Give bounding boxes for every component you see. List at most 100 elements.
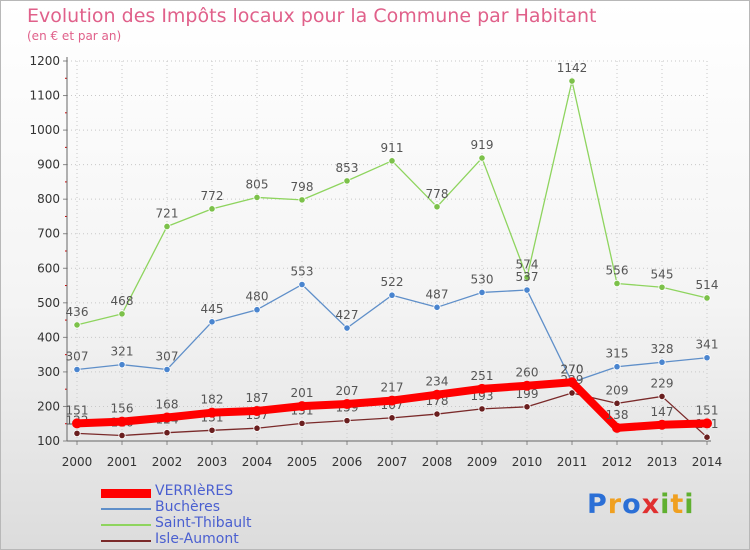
data-point-isle-aumont — [613, 399, 621, 407]
data-label-saint-thibault: 468 — [111, 294, 134, 308]
x-tick-label: 2013 — [647, 455, 678, 469]
data-point-saint-thibault — [658, 283, 666, 291]
x-tick-label: 2009 — [467, 455, 498, 469]
y-tick-label: 700 — [37, 227, 60, 241]
data-label-buch-res: 341 — [696, 338, 719, 352]
data-label-saint-thibault: 805 — [246, 177, 269, 191]
data-label-verri-res: 156 — [111, 402, 134, 416]
y-tick-label: 200 — [37, 399, 60, 413]
data-point-isle-aumont — [523, 403, 531, 411]
data-label-verri-res: 147 — [651, 405, 674, 419]
data-point-buch-res — [658, 358, 666, 366]
x-tick-label: 2012 — [602, 455, 633, 469]
y-tick-label: 100 — [37, 434, 60, 448]
proxiti-logo: Proxiti — [587, 489, 695, 520]
y-tick-label: 500 — [37, 296, 60, 310]
data-point-verri-res — [342, 399, 352, 410]
data-point-isle-aumont — [568, 389, 576, 397]
chart-subtitle: (en € et par an) — [27, 29, 122, 43]
data-label-saint-thibault: 721 — [156, 206, 179, 220]
data-label-buch-res: 487 — [426, 287, 449, 301]
data-label-buch-res: 530 — [471, 272, 494, 286]
data-point-buch-res — [613, 363, 621, 371]
data-point-isle-aumont — [73, 429, 81, 437]
data-point-verri-res — [117, 416, 127, 427]
data-point-buch-res — [253, 306, 261, 314]
data-point-isle-aumont — [253, 424, 261, 432]
data-point-isle-aumont — [478, 405, 486, 413]
y-tick-label: 300 — [37, 365, 60, 379]
data-point-buch-res — [118, 361, 126, 369]
data-point-verri-res — [702, 418, 712, 429]
data-label-saint-thibault: 436 — [66, 305, 89, 319]
data-point-verri-res — [387, 395, 397, 406]
data-label-buch-res: 307 — [156, 349, 179, 363]
x-tick-label: 2008 — [422, 455, 453, 469]
data-label-buch-res: 270 — [561, 362, 584, 376]
data-label-saint-thibault: 778 — [426, 187, 449, 201]
data-label-saint-thibault: 514 — [696, 278, 719, 292]
data-point-buch-res — [208, 318, 216, 326]
x-tick-label: 2002 — [152, 455, 183, 469]
legend-swatch — [101, 540, 151, 542]
legend-label: Saint-Thibault — [155, 515, 252, 531]
data-label-saint-thibault: 545 — [651, 267, 674, 281]
x-tick-label: 2005 — [287, 455, 318, 469]
data-point-saint-thibault — [343, 177, 351, 185]
data-point-verri-res — [432, 389, 442, 400]
data-point-saint-thibault — [568, 77, 576, 85]
legend-label: Isle-Aumont — [155, 531, 239, 547]
data-point-isle-aumont — [703, 433, 711, 441]
data-point-verri-res — [657, 419, 667, 430]
data-point-saint-thibault — [523, 273, 531, 281]
data-point-verri-res — [612, 422, 622, 433]
y-tick-label: 1100 — [29, 89, 60, 103]
data-point-buch-res — [73, 365, 81, 374]
logo-letter: P — [587, 489, 608, 520]
data-label-saint-thibault: 911 — [381, 141, 404, 155]
data-point-verri-res — [477, 383, 487, 394]
data-label-buch-res: 522 — [381, 275, 404, 289]
data-label-verri-res: 260 — [516, 366, 539, 380]
data-label-verri-res: 201 — [291, 386, 314, 400]
data-label-saint-thibault: 919 — [471, 138, 494, 152]
data-point-saint-thibault — [478, 154, 486, 162]
data-label-verri-res: 270 — [561, 362, 584, 376]
x-tick-label: 2010 — [512, 455, 543, 469]
data-label-buch-res: 315 — [606, 347, 629, 361]
data-point-isle-aumont — [343, 417, 351, 425]
logo-letter: x — [641, 489, 661, 520]
data-label-buch-res: 445 — [201, 302, 224, 316]
data-point-saint-thibault — [208, 205, 216, 213]
x-tick-label: 2007 — [377, 455, 408, 469]
data-label-verri-res: 182 — [201, 393, 224, 407]
legend-swatch — [101, 488, 151, 498]
data-point-saint-thibault — [163, 222, 171, 231]
x-tick-label: 2000 — [62, 455, 93, 469]
data-point-saint-thibault — [73, 321, 81, 329]
legend-swatch — [101, 524, 151, 526]
data-point-buch-res — [703, 354, 711, 362]
x-tick-label: 2006 — [332, 455, 363, 469]
x-tick-label: 2011 — [557, 455, 588, 469]
data-label-buch-res: 553 — [291, 265, 314, 279]
data-label-verri-res: 217 — [381, 381, 404, 395]
data-label-verri-res: 168 — [156, 398, 179, 412]
data-label-verri-res: 207 — [336, 384, 359, 398]
x-tick-label: 2003 — [197, 455, 228, 469]
data-label-verri-res: 251 — [471, 369, 494, 383]
data-point-verri-res — [72, 418, 82, 429]
data-point-buch-res — [298, 280, 306, 289]
y-tick-label: 600 — [37, 261, 60, 275]
data-point-verri-res — [567, 377, 577, 388]
data-point-saint-thibault — [388, 157, 396, 165]
data-point-isle-aumont — [118, 431, 126, 440]
logo-letter: o — [622, 489, 642, 520]
data-point-isle-aumont — [658, 392, 666, 401]
logo-letter: i — [660, 489, 671, 520]
logo-letter: r — [607, 489, 623, 520]
data-point-saint-thibault — [703, 294, 711, 302]
y-tick-label: 900 — [37, 158, 60, 172]
data-label-verri-res: 187 — [246, 391, 269, 405]
